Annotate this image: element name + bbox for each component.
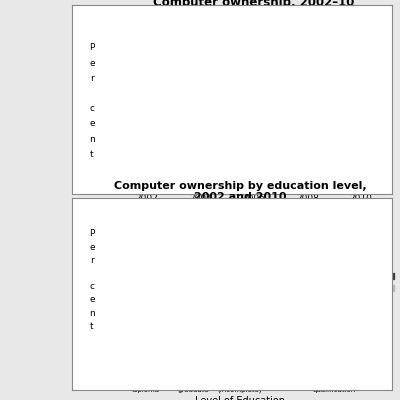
Text: t: t [90, 150, 94, 159]
Bar [225, 282, 240, 372]
Bar [178, 310, 193, 372]
Text: e: e [89, 296, 95, 304]
Text: c: c [90, 282, 94, 291]
Title: Computer ownership by education level,
2002 and 2010: Computer ownership by education level, 2… [114, 181, 366, 202]
Bar [131, 347, 146, 372]
Bar [239, 47, 269, 186]
Text: c: c [90, 104, 94, 113]
Bar [272, 256, 287, 372]
Title: Computer ownership, 2002–10: Computer ownership, 2002–10 [153, 0, 355, 10]
Text: e: e [89, 59, 95, 68]
Bar [293, 40, 322, 186]
Bar [132, 62, 162, 186]
Bar [346, 25, 376, 186]
Text: r: r [90, 256, 94, 265]
Bar [240, 231, 255, 372]
Text: t: t [90, 322, 94, 331]
Bar [319, 242, 334, 372]
Bar [287, 239, 302, 372]
Text: n: n [89, 309, 95, 318]
Bar [146, 302, 161, 372]
X-axis label: Year: Year [244, 206, 264, 216]
Text: P: P [89, 44, 95, 52]
Text: r: r [90, 74, 94, 83]
Text: e: e [89, 243, 95, 252]
Bar [193, 262, 208, 372]
Legend: ■2002, □2010: ■2002, □2010 [384, 268, 400, 296]
Text: P: P [89, 230, 95, 238]
Bar [334, 218, 349, 372]
Text: n: n [89, 135, 95, 144]
Text: e: e [89, 120, 95, 128]
Bar [186, 56, 215, 186]
X-axis label: Level of Education: Level of Education [195, 396, 285, 400]
